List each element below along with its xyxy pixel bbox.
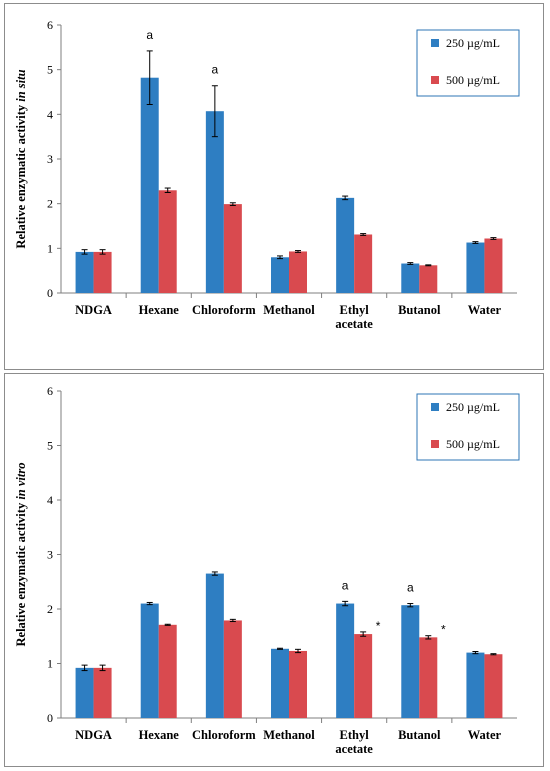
x-category-label: Hexane bbox=[139, 303, 180, 317]
x-category-label: Chloroform bbox=[192, 728, 256, 742]
bar-250-ndga bbox=[75, 251, 94, 293]
legend-swatch-500 bbox=[431, 76, 439, 84]
y-tick-label: 2 bbox=[47, 602, 53, 616]
y-tick-label: 3 bbox=[47, 152, 53, 166]
significance-star: * bbox=[376, 619, 381, 633]
y-axis-label-text: Relative enzymatic activity bbox=[14, 102, 28, 249]
legend-label: 250 µg/mL bbox=[446, 400, 500, 414]
chart-in-vitro: 0 1 2 3 4 5 6 Relative enzymatic activity in vi… bbox=[14, 384, 520, 756]
legend-label: 500 µg/mL bbox=[446, 437, 500, 451]
significance-letter: a bbox=[212, 63, 219, 77]
bar-500-water bbox=[484, 238, 503, 293]
y-tick-label: 3 bbox=[47, 548, 53, 562]
y-tick-label: 4 bbox=[47, 493, 53, 507]
bar-500-ndga bbox=[93, 667, 112, 718]
bar-500-butanol bbox=[419, 637, 438, 718]
bar-500-hexane bbox=[158, 624, 177, 718]
bar-250-water bbox=[466, 242, 485, 293]
bar-250-chloroform bbox=[205, 111, 224, 293]
bar-500-butanol bbox=[419, 265, 438, 293]
y-tick-label: 0 bbox=[47, 711, 53, 725]
y-tick-label: 1 bbox=[47, 241, 53, 255]
x-category-label: Water bbox=[468, 728, 502, 742]
legend-label: 500 µg/mL bbox=[446, 73, 500, 87]
bar-500-ndga bbox=[93, 251, 112, 293]
legend-swatch-250 bbox=[431, 403, 439, 411]
y-tick-label: 1 bbox=[47, 657, 53, 671]
bar-500-chloroform bbox=[223, 204, 242, 293]
x-category-label: NDGA bbox=[75, 303, 112, 317]
bar-250-methanol bbox=[271, 257, 289, 293]
bar-500-ethyl-acetate bbox=[354, 634, 373, 718]
x-category-label: acetate bbox=[335, 742, 373, 756]
bar-250-ethyl-acetate bbox=[336, 603, 355, 718]
y-axis-label: Relative enzymatic activity in situ bbox=[14, 69, 28, 248]
y-tick-label: 5 bbox=[47, 63, 53, 77]
x-category-label: Chloroform bbox=[192, 303, 256, 317]
y-tick-label: 4 bbox=[47, 107, 53, 121]
x-category-label: Ethyl bbox=[340, 728, 370, 742]
legend-swatch-500 bbox=[431, 440, 439, 448]
y-tick-label: 5 bbox=[47, 439, 53, 453]
bar-500-methanol bbox=[289, 650, 307, 718]
bar-500-water bbox=[484, 654, 503, 718]
legend-swatch-250 bbox=[431, 39, 439, 47]
significance-star: * bbox=[441, 623, 446, 637]
bar-500-hexane bbox=[158, 190, 177, 293]
bar-500-chloroform bbox=[223, 620, 242, 718]
y-tick-label: 6 bbox=[47, 18, 53, 32]
x-category-label: Hexane bbox=[139, 728, 180, 742]
y-axis-label-text: Relative enzymatic activity bbox=[14, 500, 28, 647]
bar-250-water bbox=[466, 652, 485, 718]
x-category-label: Methanol bbox=[263, 728, 315, 742]
significance-letter: a bbox=[146, 28, 153, 42]
y-axis-label: Relative enzymatic activity in vitro bbox=[14, 463, 28, 647]
chart-in-situ: 0 1 2 3 4 5 6 Relative enzymatic activity in si… bbox=[14, 18, 520, 331]
significance-letter: a bbox=[342, 578, 349, 592]
y-tick-label: 2 bbox=[47, 197, 53, 211]
bar-250-hexane bbox=[140, 603, 159, 718]
x-category-label: Butanol bbox=[398, 303, 441, 317]
x-category-label: Butanol bbox=[398, 728, 441, 742]
y-tick-label: 6 bbox=[47, 384, 53, 398]
bar-250-ethyl-acetate bbox=[336, 197, 355, 293]
chart-panel-in-vitro: 0 1 2 3 4 5 6 Relative enzymatic activity in vi… bbox=[4, 373, 544, 767]
bar-250-butanol bbox=[401, 263, 420, 293]
bar-500-methanol bbox=[289, 251, 307, 293]
bar-500-ethyl-acetate bbox=[354, 234, 373, 293]
bar-250-hexane bbox=[140, 77, 159, 293]
y-tick-label: 0 bbox=[47, 286, 53, 300]
x-category-label: acetate bbox=[335, 317, 373, 331]
significance-letter: a bbox=[407, 581, 414, 595]
y-axis-label-italic: in situ bbox=[14, 69, 28, 101]
legend-label: 250 µg/mL bbox=[446, 36, 500, 50]
x-category-label: Ethyl bbox=[340, 303, 370, 317]
bar-250-butanol bbox=[401, 605, 420, 718]
bar-250-chloroform bbox=[205, 573, 224, 718]
bar-250-ndga bbox=[75, 667, 94, 718]
x-category-label: NDGA bbox=[75, 728, 112, 742]
x-category-label: Methanol bbox=[263, 303, 315, 317]
chart-panel-in-situ: 0 1 2 3 4 5 6 Relative enzymatic activity in si… bbox=[4, 3, 544, 370]
x-category-label: Water bbox=[468, 303, 502, 317]
bar-250-methanol bbox=[271, 648, 289, 718]
y-axis-label-italic: in vitro bbox=[14, 463, 28, 500]
